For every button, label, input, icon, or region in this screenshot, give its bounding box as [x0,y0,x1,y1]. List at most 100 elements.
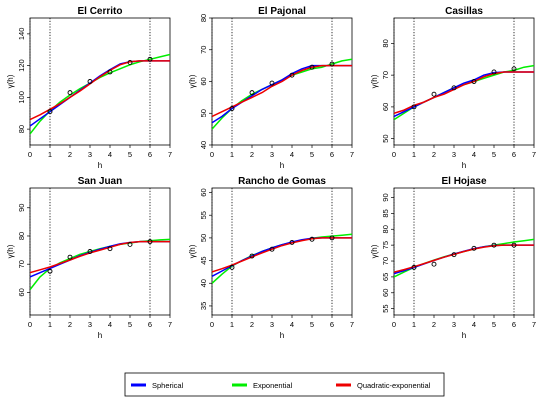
y-tick-label: 65 [381,273,390,281]
empirical-point [229,264,235,270]
y-tick-label: 90 [381,193,390,201]
x-tick-label: 6 [512,320,516,329]
series-group [394,238,534,278]
x-tick-label: 5 [310,150,314,159]
x-tick-label: 2 [68,150,72,159]
series-exponential [394,64,534,121]
y-tick-label: 50 [199,109,208,117]
y-axis-label: γ(h) [188,244,197,258]
y-tick-label: 90 [17,204,26,212]
series-exponential [30,238,170,291]
empirical-point [329,235,335,241]
y-tick-label: 100 [17,91,26,104]
x-tick-label: 3 [88,150,92,159]
x-tick-label: 6 [330,150,334,159]
x-axis-label: h [98,331,102,340]
x-tick-label: 1 [412,150,416,159]
empirical-point [269,246,275,252]
legend-label: Quadratic-exponential [357,381,431,390]
plot-frame [211,187,353,316]
x-tick-label: 0 [210,150,214,159]
y-axis-label: γ(h) [188,74,197,88]
x-tick-label: 7 [532,150,536,159]
series-group [30,238,170,291]
y-tick-label: 40 [199,141,208,149]
x-tick-label: 1 [48,320,52,329]
empirical-point [249,253,255,259]
empirical-point [471,79,477,84]
legend-label: Spherical [152,381,184,390]
x-tick-label: 5 [310,320,314,329]
y-tick-label: 60 [381,289,390,297]
y-tick-label: 120 [17,59,26,72]
x-axis-label: h [280,161,284,170]
y-tick-label: 40 [199,279,208,287]
y-tick-label: 70 [381,71,390,79]
x-tick-label: 1 [230,150,234,159]
panel-title: El Pajonal [258,6,306,17]
y-tick-label: 85 [381,209,390,217]
plot-frame [393,187,535,316]
y-tick-label: 60 [199,77,208,85]
x-tick-label: 7 [350,320,354,329]
y-tick-label: 60 [381,103,390,111]
y-tick-label: 140 [17,28,26,41]
empirical-point [127,241,133,247]
panel-title: Rancho de Gomas [238,176,326,187]
x-tick-label: 4 [108,150,112,159]
empirical-point [451,252,457,258]
x-tick-label: 0 [392,320,396,329]
x-tick-label: 0 [392,150,396,159]
x-tick-label: 4 [108,320,112,329]
x-tick-label: 2 [432,150,436,159]
y-tick-label: 80 [381,39,390,47]
panel-title: El Hojase [441,176,486,187]
x-tick-label: 0 [28,320,32,329]
series-quadratic-exponential [394,244,534,273]
y-tick-label: 70 [17,260,26,268]
x-tick-label: 4 [472,320,476,329]
empirical-point [107,246,113,252]
y-tick-label: 60 [199,188,208,196]
x-tick-label: 3 [88,320,92,329]
empirical-point [289,72,295,78]
y-tick-label: 50 [381,134,390,142]
x-tick-label: 2 [432,320,436,329]
x-tick-label: 0 [28,150,32,159]
y-tick-label: 45 [199,256,208,264]
x-axis-label: h [462,161,466,170]
panel-title: El Cerrito [77,6,122,17]
empirical-point [411,264,417,270]
legend: Spherical Exponential Quadratic-exponentia… [124,372,445,397]
x-tick-label: 1 [48,150,52,159]
empirical-point [329,61,335,67]
plot-frame [29,187,171,316]
series-exponential [212,233,352,284]
empirical-point [309,64,315,70]
x-tick-label: 6 [148,150,152,159]
panel-4: San Juan 0 1 2 3 4 5 6 7 h 60 70 80 90 γ(h) [6,176,172,340]
y-axis-label: γ(h) [370,244,379,258]
x-axis-label: h [280,331,284,340]
x-tick-label: 2 [250,150,254,159]
y-tick-label: 75 [381,241,390,249]
series-spherical [30,240,170,278]
empirical-point [411,104,417,110]
empirical-point [87,249,93,254]
y-tick-label: 55 [381,304,390,312]
series-quadratic-exponential [212,237,352,273]
empirical-point [67,90,73,96]
plot-frame [393,17,535,146]
y-axis-label: γ(h) [6,74,15,88]
x-tick-label: 4 [290,320,294,329]
y-tick-label: 80 [17,125,26,133]
panel-title: San Juan [78,176,122,187]
x-tick-label: 3 [270,320,274,329]
series-group [30,53,170,135]
y-tick-label: 35 [199,302,208,310]
x-tick-label: 5 [492,320,496,329]
panel-6: El Hojase 0 1 2 3 4 5 6 7 h 55 60 65 70 75 80 85 90 γ(h) [370,176,536,340]
x-tick-label: 1 [412,320,416,329]
